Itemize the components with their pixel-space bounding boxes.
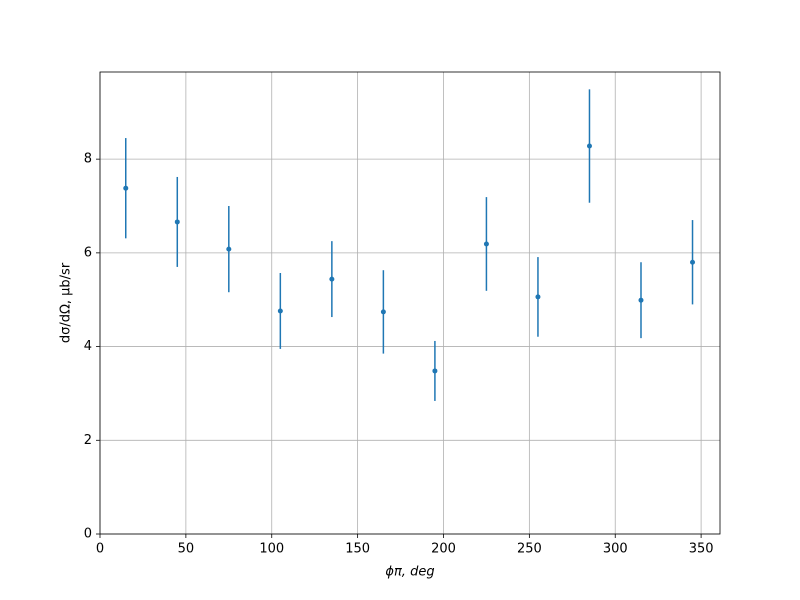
y-tick-label: 0 <box>84 527 92 542</box>
data-point <box>174 219 180 225</box>
data-point <box>432 368 438 374</box>
data-point <box>226 246 232 252</box>
x-tick-label: 50 <box>178 542 195 557</box>
data-point <box>690 259 696 265</box>
data-point <box>277 308 283 314</box>
data-point <box>329 276 335 282</box>
data-point <box>380 309 386 315</box>
x-tick-label: 250 <box>517 542 542 557</box>
data-point <box>535 294 541 300</box>
y-tick-label: 2 <box>84 433 92 448</box>
x-tick-label: 350 <box>689 542 714 557</box>
plot-frame <box>99 71 721 535</box>
x-tick-label: 100 <box>259 542 284 557</box>
x-axis-label: ϕπ, deg <box>385 565 434 580</box>
data-point <box>586 143 592 149</box>
x-tick-label: 0 <box>96 542 104 557</box>
data-point <box>123 185 129 191</box>
y-tick-label: 8 <box>84 152 92 167</box>
x-tick-label: 200 <box>431 542 456 557</box>
data-point <box>638 297 644 303</box>
x-tick-label: 150 <box>345 542 370 557</box>
data-point <box>483 241 489 247</box>
y-tick-label: 6 <box>84 245 92 260</box>
y-tick-label: 4 <box>84 339 92 354</box>
x-tick-label: 300 <box>603 542 628 557</box>
y-axis-label: dσ/dΩ, μb/sr <box>59 262 74 343</box>
